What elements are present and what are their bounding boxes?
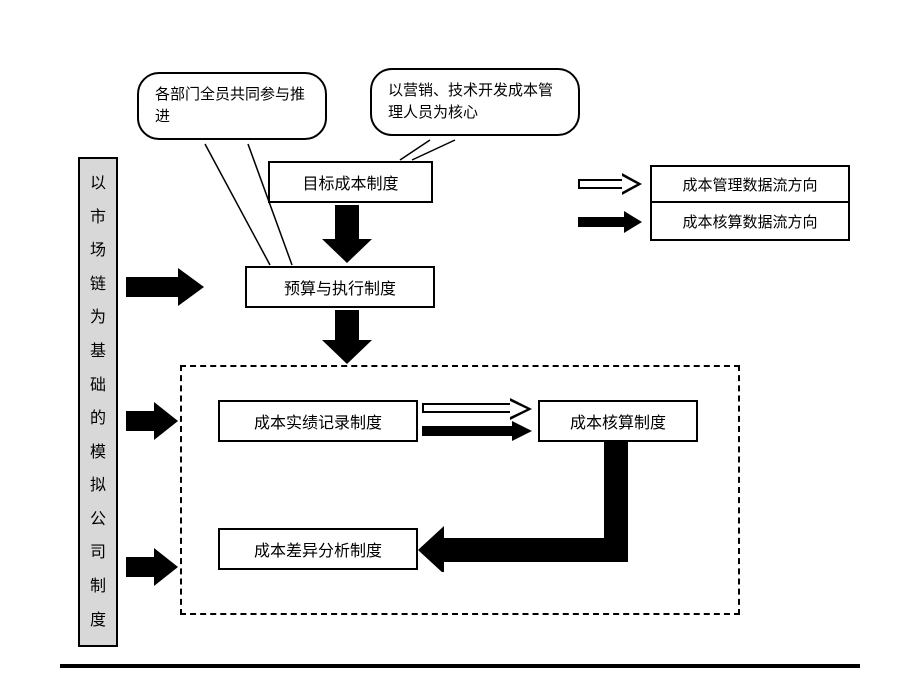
legend-outline-label: 成本管理数据流方向 [682, 174, 817, 195]
vertical-label-c10: 拟 [90, 474, 106, 497]
callout-left-text: 各部门全员共同参与推进 [155, 86, 305, 125]
vertical-label-c11: 公 [90, 508, 106, 531]
node-actual-record-label: 成本实绩记录制度 [254, 409, 382, 433]
arrow-record-to-account-outline-icon [422, 400, 534, 418]
vertical-label-c4: 链 [90, 273, 106, 296]
node-budget-exec-label: 预算与执行制度 [284, 275, 396, 299]
vertical-label-c1: 以 [90, 172, 106, 195]
arrow-target-to-budget-icon [322, 205, 372, 265]
arrow-vert-to-budget-icon [126, 268, 206, 306]
vertical-label-c8: 的 [90, 407, 106, 430]
vertical-label-c13: 制 [90, 575, 106, 598]
arrow-budget-to-group-icon [322, 310, 372, 364]
node-target-cost-label: 目标成本制度 [302, 170, 398, 194]
arrow-account-to-variance-icon [418, 442, 658, 572]
legend-solid-arrow-icon [578, 214, 642, 230]
vertical-label-c9: 模 [90, 441, 106, 464]
node-budget-exec: 预算与执行制度 [245, 266, 435, 308]
vertical-label-c14: 度 [90, 609, 106, 632]
node-variance-label: 成本差异分析制度 [254, 537, 382, 561]
node-target-cost: 目标成本制度 [268, 161, 433, 203]
arrow-vert-to-group2-icon [126, 548, 178, 586]
vertical-label-c5: 为 [90, 306, 106, 329]
node-actual-record: 成本实绩记录制度 [218, 400, 418, 442]
baseline [60, 664, 860, 668]
callout-left: 各部门全员共同参与推进 [137, 72, 327, 140]
vertical-label-c12: 司 [90, 541, 106, 564]
node-variance: 成本差异分析制度 [218, 528, 418, 570]
legend-solid-box: 成本核算数据流方向 [650, 203, 850, 241]
node-cost-account: 成本核算制度 [538, 400, 698, 442]
legend-solid-label: 成本核算数据流方向 [682, 211, 817, 232]
callout-right-text: 以营销、技术开发成本管理人员为核心 [388, 82, 553, 121]
node-cost-account-label: 成本核算制度 [570, 409, 666, 433]
legend-outline-arrow-icon [578, 176, 642, 192]
legend-outline-box: 成本管理数据流方向 [650, 165, 850, 203]
flowchart-canvas: 以 市 场 链 为 基 础 的 模 拟 公 司 制 度 各部门全员共同参与推进 … [0, 0, 920, 690]
vertical-label-c3: 场 [90, 239, 106, 262]
vertical-label-c7: 础 [90, 374, 106, 397]
vertical-label-c6: 基 [90, 340, 106, 363]
arrow-vert-to-group1-icon [126, 402, 178, 440]
arrow-record-to-account-solid-icon [422, 422, 534, 440]
vertical-market-chain-box: 以 市 场 链 为 基 础 的 模 拟 公 司 制 度 [78, 157, 118, 647]
vertical-label-c2: 市 [90, 206, 106, 229]
callout-right: 以营销、技术开发成本管理人员为核心 [370, 68, 580, 136]
